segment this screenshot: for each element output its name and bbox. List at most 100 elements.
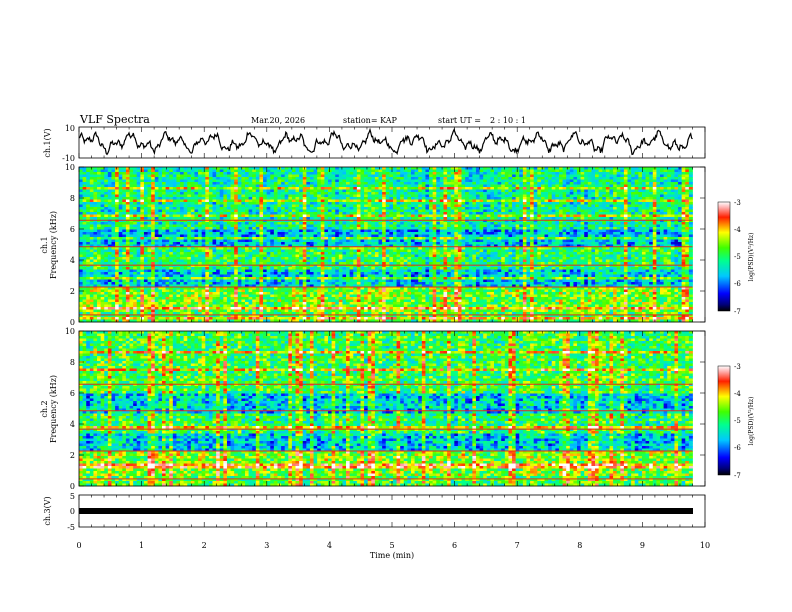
spectrogram-cell bbox=[169, 237, 173, 240]
spectrogram-cell bbox=[469, 235, 473, 238]
spectrogram-cell bbox=[342, 225, 346, 228]
spectrogram-cell bbox=[440, 202, 444, 205]
spectrogram-cell bbox=[505, 232, 509, 235]
spectrogram-cell bbox=[324, 212, 328, 215]
spectrogram-cell bbox=[314, 195, 318, 198]
spectrogram-cell bbox=[422, 205, 426, 208]
spectrogram-cell bbox=[653, 197, 657, 200]
spectrogram-cell bbox=[166, 187, 170, 190]
spectrogram-cell bbox=[169, 235, 173, 238]
spectrogram-cell bbox=[321, 197, 325, 200]
spectrogram-cell bbox=[570, 167, 574, 170]
spectrogram-cell bbox=[227, 172, 231, 175]
spectrogram-cell bbox=[548, 212, 552, 215]
spectrogram-cell bbox=[317, 235, 321, 238]
spectrogram-cell bbox=[508, 167, 512, 170]
spectrogram-cell bbox=[490, 217, 494, 220]
spectrogram-cell bbox=[101, 227, 105, 230]
spectrogram-cell bbox=[234, 235, 238, 238]
spectrogram-cell bbox=[537, 197, 541, 200]
spectrogram-cell bbox=[501, 187, 505, 190]
spectrogram-cell bbox=[490, 215, 494, 218]
spectrogram-cell bbox=[314, 217, 318, 220]
spectrogram-cell bbox=[274, 190, 278, 193]
spectrogram-cell bbox=[324, 167, 328, 170]
spectrogram-cell bbox=[646, 177, 650, 180]
spectrogram-cell bbox=[173, 207, 177, 210]
spectrogram-cell bbox=[635, 185, 639, 188]
spectrogram-cell bbox=[584, 177, 588, 180]
spectrogram-cell bbox=[418, 232, 422, 235]
spectrogram-cell bbox=[267, 195, 271, 198]
spectrogram-cell bbox=[559, 217, 563, 220]
spectrogram-cell bbox=[328, 207, 332, 210]
spectrogram-cell bbox=[245, 200, 249, 203]
spectrogram-cell bbox=[465, 175, 469, 178]
spectrogram-cell bbox=[617, 200, 621, 203]
spectrogram-cell bbox=[548, 230, 552, 233]
spectrogram-cell bbox=[151, 180, 155, 183]
spectrogram-cell bbox=[184, 230, 188, 233]
spectrogram-cell bbox=[133, 237, 137, 240]
spectrogram-cell bbox=[166, 215, 170, 218]
spectrogram-cell bbox=[552, 187, 556, 190]
spectrogram-cell bbox=[205, 172, 209, 175]
spectrogram-cell bbox=[173, 167, 177, 170]
spectrogram-cell bbox=[548, 190, 552, 193]
spectrogram-cell bbox=[425, 225, 429, 228]
spectrogram-cell bbox=[483, 177, 487, 180]
spectrogram-cell bbox=[111, 205, 115, 208]
spectrogram-cell bbox=[490, 195, 494, 198]
spectrogram-cell bbox=[516, 177, 520, 180]
spectrogram-cell bbox=[122, 222, 126, 225]
spectrogram-cell bbox=[602, 205, 606, 208]
spectrogram-cell bbox=[364, 207, 368, 210]
spectrogram-cell bbox=[335, 215, 339, 218]
spectrogram-cell bbox=[379, 200, 383, 203]
spectrogram-cell bbox=[407, 185, 411, 188]
spectrogram-cell bbox=[628, 207, 632, 210]
spectrogram-cell bbox=[418, 170, 422, 173]
spectrogram-cell bbox=[324, 172, 328, 175]
spectrogram-cell bbox=[191, 185, 195, 188]
spectrogram-cell bbox=[443, 225, 447, 228]
spectrogram-cell bbox=[682, 195, 686, 198]
spectrogram-cell bbox=[472, 225, 476, 228]
spectrogram-cell bbox=[353, 180, 357, 183]
spectrogram-cell bbox=[238, 212, 242, 215]
spectrogram-cell bbox=[674, 172, 678, 175]
spectrogram-cell bbox=[642, 202, 646, 205]
spectrogram-cell bbox=[140, 197, 144, 200]
spectrogram-cell bbox=[249, 235, 253, 238]
spectrogram-cell bbox=[541, 185, 545, 188]
spectrogram-cell bbox=[288, 187, 292, 190]
spectrogram-cell bbox=[339, 200, 343, 203]
spectrogram-cell bbox=[537, 205, 541, 208]
spectrogram-cell bbox=[422, 217, 426, 220]
spectrogram-cell bbox=[674, 207, 678, 210]
spectrogram-cell bbox=[436, 205, 440, 208]
spectrogram-cell bbox=[469, 210, 473, 213]
spectrogram-cell bbox=[588, 182, 592, 185]
spectrogram-cell bbox=[194, 192, 198, 195]
spectrogram-cell bbox=[220, 215, 224, 218]
spectrogram-cell bbox=[353, 187, 357, 190]
spectrogram-cell bbox=[638, 180, 642, 183]
spectrogram-cell bbox=[151, 205, 155, 208]
spectrogram-cell bbox=[339, 235, 343, 238]
spectrogram-cell bbox=[111, 180, 115, 183]
spectrogram-cell bbox=[653, 170, 657, 173]
spectrogram-cell bbox=[588, 167, 592, 170]
spectrogram-cell bbox=[371, 195, 375, 198]
spectrogram-cell bbox=[602, 197, 606, 200]
spectrogram-cell bbox=[101, 190, 105, 193]
spectrogram-cell bbox=[256, 170, 260, 173]
spectrogram-cell bbox=[83, 190, 87, 193]
spectrogram-cell bbox=[310, 227, 314, 230]
spectrogram-cell bbox=[682, 170, 686, 173]
spectrogram-cell bbox=[653, 190, 657, 193]
spectrogram-cell bbox=[415, 202, 419, 205]
spectrogram-cell bbox=[440, 192, 444, 195]
spectrogram-cell bbox=[306, 190, 310, 193]
spectrogram-cell bbox=[415, 182, 419, 185]
